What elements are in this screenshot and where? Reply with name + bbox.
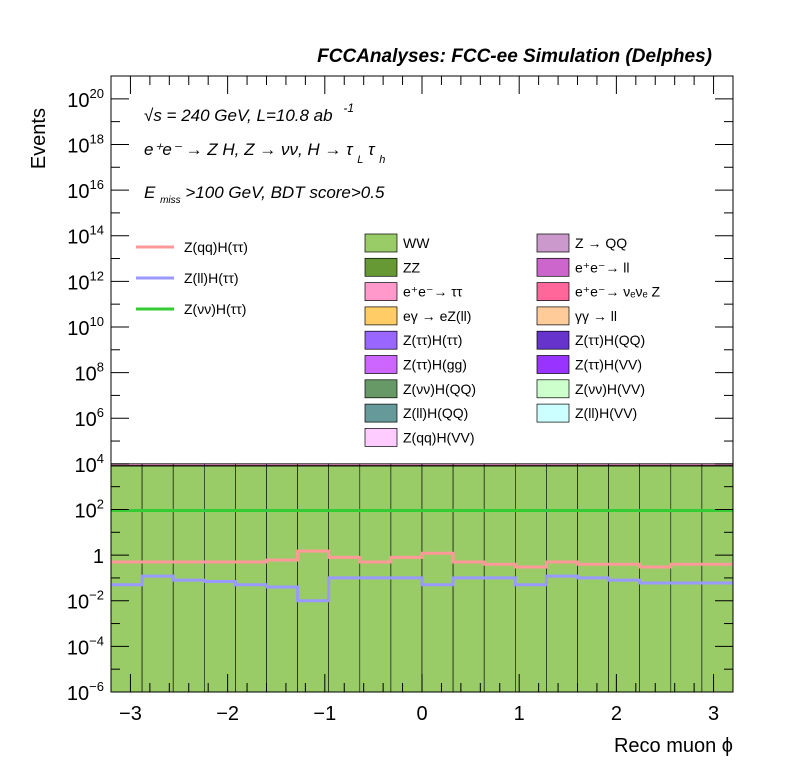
y-tick-label: 10−2 [67, 588, 104, 614]
bar-segment [141, 465, 174, 693]
y-tick-label: 1018 [67, 131, 104, 157]
legend-swatch [364, 233, 398, 253]
y-tick-label: 108 [75, 360, 104, 386]
bar-segment [670, 465, 703, 693]
y-tick-label: 1020 [67, 86, 104, 112]
legend-label: Z(νν)H(VV) [575, 381, 645, 397]
legend: Z(qq)H(ττ) Z(ll)H(ττ) Z(νν)H(ττ) WW ZZ e⁺e⁻→ … [136, 233, 661, 447]
y-tick-label: 104 [75, 451, 104, 477]
legend-label: WW [403, 235, 430, 251]
y-tick-label: 1016 [67, 177, 104, 203]
bar-segment [110, 465, 143, 693]
x-tick-label: 0 [416, 703, 427, 725]
annotation-process: e⁺e⁻ → Z H, Z → νν, H → τ L τ h [144, 140, 385, 167]
legend-label: Z(ll)H(ττ) [184, 270, 239, 286]
legend-label: Z(ll)H(QQ) [403, 405, 468, 421]
legend-label: Z(νν)H(ττ) [184, 301, 246, 317]
y-tick-label: 10−6 [67, 679, 104, 705]
x-tick-label: −3 [119, 703, 142, 725]
legend-swatch [536, 306, 570, 326]
legend-label: Z(qq)H(VV) [403, 429, 475, 445]
y-tick-label: 1012 [67, 268, 104, 294]
signal-line-1 [111, 574, 733, 603]
legend-swatch [364, 379, 398, 399]
bar-segment [546, 465, 578, 693]
x-tick-label: 3 [708, 703, 719, 725]
x-tick-label: 1 [514, 703, 525, 725]
legend-label: Z(ττ)H(QQ) [575, 332, 645, 348]
legend-label: Z(νν)H(QQ) [403, 381, 476, 397]
legend-label: e⁺e⁻→ ττ [403, 284, 463, 300]
legend-swatch [536, 257, 570, 277]
signal-lines [111, 509, 733, 603]
legend-label: e⁺e⁻→ ll [575, 259, 629, 275]
legend-swatch [364, 306, 398, 326]
x-tick-label: −2 [216, 703, 239, 725]
chart-title: FCCAnalyses: FCC-ee Simulation (Delphes) [317, 46, 712, 67]
bar-segment [204, 465, 236, 693]
legend-label: Z(qq)H(ττ) [184, 239, 248, 255]
bar-segment [235, 465, 267, 693]
legend-swatch [364, 428, 398, 447]
legend-swatch [364, 282, 398, 301]
legend-label: ZZ [403, 259, 421, 275]
x-tick-label: −1 [313, 703, 336, 725]
legend-swatch [536, 282, 570, 301]
legend-swatch [364, 257, 398, 277]
y-tick-label: 106 [75, 405, 104, 431]
annotation-energy-lumi: √s = 240 GeV, L=10.8 ab -1 [144, 101, 354, 125]
legend-label: Z(ττ)H(VV) [575, 357, 642, 373]
legend-label: e⁺e⁻→ νₑνₑ Z [575, 284, 661, 300]
legend-swatch [536, 403, 570, 423]
y-tick-label: 1010 [67, 314, 104, 340]
legend-swatch [536, 330, 570, 350]
y-tick-label: 102 [75, 496, 104, 522]
axis-ticks: −3 −2 −1 0 1 2 3 10−6 10−4 10−2 1 102 104 106 108 1010 1… [67, 75, 734, 725]
bar-segment [297, 465, 330, 693]
bar-segment [421, 465, 454, 693]
bar-segment [514, 465, 547, 693]
y-tick-label: 1014 [67, 223, 104, 249]
annotation-selection: E miss >100 GeV, BDT score>0.5 [144, 183, 385, 207]
bar-segment [639, 465, 672, 693]
legend-swatch [536, 379, 570, 399]
legend-label: Z(ττ)H(ττ) [403, 332, 462, 348]
legend-swatch [536, 355, 570, 374]
legend-swatch [364, 330, 398, 350]
y-tick-label: 1 [93, 546, 104, 568]
bar-segment [266, 465, 298, 693]
legend-label: eγ → eZ(ll) [403, 308, 471, 324]
legend-swatch [364, 355, 398, 374]
bar-segment [701, 465, 734, 693]
annotation-block: √s = 240 GeV, L=10.8 ab -1 e⁺e⁻ → Z H, Z… [144, 101, 385, 207]
series-0 [110, 465, 734, 693]
stacked-bars [110, 463, 734, 693]
legend-label: Z(ττ)H(gg) [403, 357, 467, 373]
legend-swatch [364, 403, 398, 423]
legend-swatch [536, 233, 570, 253]
x-axis-label: Reco muon ϕ [614, 735, 733, 757]
legend-label: Z(ll)H(VV) [575, 405, 637, 421]
x-tick-label: 2 [611, 703, 622, 725]
legend-label: γγ → ll [575, 308, 617, 324]
legend-label: Z → QQ [575, 235, 627, 251]
y-tick-label: 10−4 [67, 633, 104, 659]
signal-line-0 [111, 549, 733, 569]
y-axis-label: Events [28, 108, 50, 169]
